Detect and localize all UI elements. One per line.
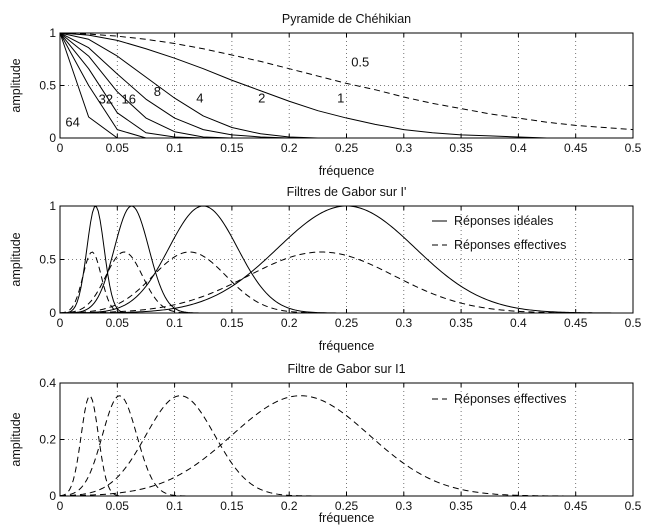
x-tick-label: 0.35 <box>449 316 473 330</box>
legend-label: Réponses effectives <box>454 392 566 406</box>
chart-panel-2: 0 0.05 0.1 0.15 0.2 0.25 0.3 0.35 0.4 0.45 0.5 0 0.5… <box>9 185 642 353</box>
series-line-effective-3 <box>60 251 633 314</box>
x-tick-label: 0.45 <box>564 141 588 155</box>
x-tick-label: 0.5 <box>625 316 642 330</box>
series-line-ideal-4 <box>60 205 633 314</box>
x-tick-label: 0.25 <box>335 499 359 513</box>
chart-title: Filtres de Gabor sur I' <box>287 185 407 199</box>
x-axis-label: fréquence <box>319 511 375 525</box>
x-tick-label: 0.3 <box>395 499 412 513</box>
x-axis-label: fréquence <box>319 339 375 353</box>
x-tick-label: 0 <box>57 499 64 513</box>
x-tick-label: 0.2 <box>281 316 298 330</box>
curve-label: 16 <box>122 91 136 106</box>
series-line-64 <box>60 32 633 139</box>
y-tick-label: 0 <box>49 131 56 145</box>
x-tick-label: 0.1 <box>166 141 183 155</box>
x-tick-label: 0 <box>57 316 64 330</box>
x-tick-label: 0.05 <box>106 141 130 155</box>
chart-panel-3: 0 0.05 0.1 0.15 0.2 0.25 0.3 0.35 0.4 0.45 0.5 0 0.2… <box>9 362 642 525</box>
chart-panel-1: 0 0.05 0.1 0.15 0.2 0.25 0.3 0.35 0.4 0.45 0.5 0 0.5… <box>9 12 642 178</box>
series-line-0.5 <box>60 32 633 131</box>
series-line-effective-1 <box>60 251 633 314</box>
series-line-effective-4 <box>60 251 633 314</box>
x-tick-label: 0.4 <box>510 499 527 513</box>
chart-title: Pyramide de Chéhikian <box>282 12 411 26</box>
y-tick-label: 0.5 <box>39 79 56 93</box>
x-tick-label: 0.3 <box>395 316 412 330</box>
y-tick-label: 0 <box>49 489 56 503</box>
curve-label: 1 <box>337 90 344 105</box>
x-tick-label: 0.3 <box>395 141 412 155</box>
x-tick-label: 0.15 <box>220 499 244 513</box>
curve-label: 32 <box>99 91 113 106</box>
x-tick-label: 0.35 <box>449 141 473 155</box>
x-tick-label: 0.2 <box>281 499 298 513</box>
x-tick-label: 0.05 <box>106 316 130 330</box>
y-axis-label: amplitude <box>9 232 23 286</box>
x-tick-label: 0.25 <box>335 316 359 330</box>
y-tick-label: 0 <box>49 306 56 320</box>
curve-label: 2 <box>258 90 265 105</box>
x-tick-label: 0.1 <box>166 316 183 330</box>
y-tick-label: 0.4 <box>39 376 56 390</box>
x-tick-label: 0 <box>57 141 64 155</box>
y-tick-label: 1 <box>49 26 56 40</box>
x-tick-label: 0.5 <box>625 499 642 513</box>
curve-label: 0.5 <box>351 55 369 70</box>
curve-label: 8 <box>154 84 161 99</box>
series-line-effective-3 <box>60 395 633 497</box>
x-tick-label: 0.45 <box>564 499 588 513</box>
y-axis-label: amplitude <box>9 412 23 466</box>
legend-label: Réponses idéales <box>454 214 553 228</box>
legend-label: Réponses effectives <box>454 238 566 252</box>
x-tick-label: 0.25 <box>335 141 359 155</box>
x-tick-label: 0.4 <box>510 141 527 155</box>
curve-label: 64 <box>65 114 79 129</box>
series-line-effective-2 <box>60 251 633 314</box>
y-tick-label: 0.2 <box>39 433 56 447</box>
chart-title: Filtre de Gabor sur I1 <box>287 362 405 376</box>
x-tick-label: 0.2 <box>281 141 298 155</box>
series-line-effective-2 <box>60 395 633 497</box>
x-tick-label: 0.5 <box>625 141 642 155</box>
x-tick-label: 0.4 <box>510 316 527 330</box>
series-line-effective-4 <box>60 395 633 497</box>
y-tick-label: 0.5 <box>39 253 56 267</box>
x-axis-label: fréquence <box>319 164 375 178</box>
y-tick-label: 1 <box>49 199 56 213</box>
x-tick-label: 0.15 <box>220 316 244 330</box>
x-tick-label: 0.15 <box>220 141 244 155</box>
x-tick-label: 0.05 <box>106 499 130 513</box>
curve-label: 4 <box>196 90 203 105</box>
x-tick-label: 0.1 <box>166 499 183 513</box>
x-tick-label: 0.35 <box>449 499 473 513</box>
y-axis-label: amplitude <box>9 58 23 112</box>
x-tick-label: 0.45 <box>564 316 588 330</box>
